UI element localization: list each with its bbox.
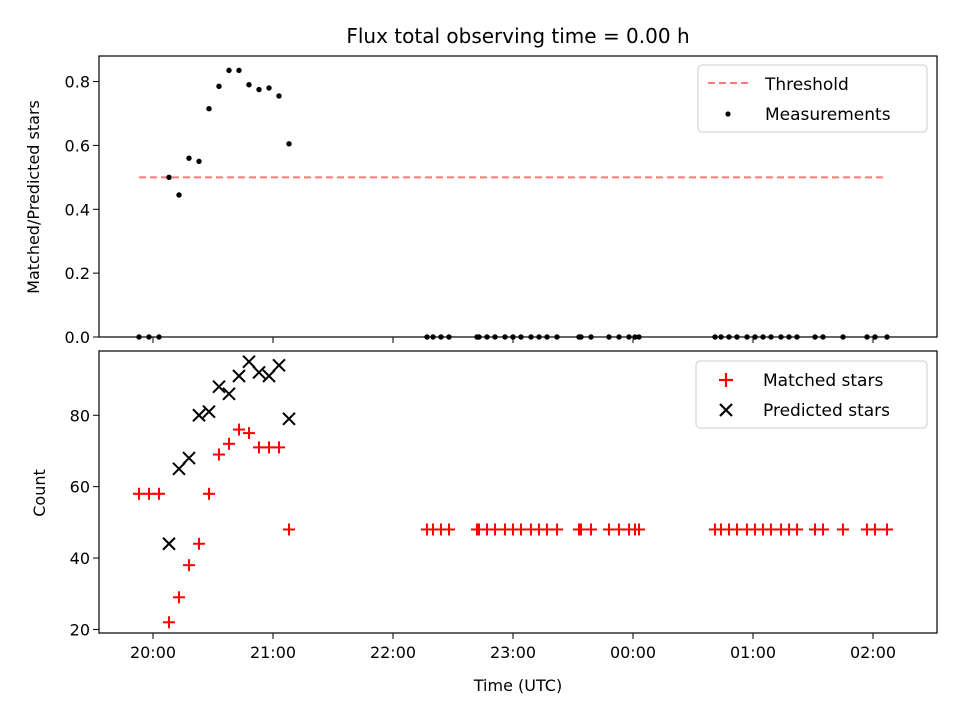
x-tick-label: 20:00 <box>130 643 176 662</box>
matched-legend-label: Matched stars <box>763 371 883 391</box>
predicted-stars-point <box>252 365 266 380</box>
ratio-panel: 0.00.20.40.60.8 Matched/Predicted stars … <box>24 55 938 347</box>
ratio-y-ticks: 0.0 0.2 0.4 0.6 0.8 <box>65 73 99 347</box>
count-marks <box>133 355 893 629</box>
count-legend-box <box>695 360 928 429</box>
x-tick-label: 21:00 <box>250 643 296 662</box>
count-y-tick-label: 80 <box>70 406 90 425</box>
matched-stars-point <box>273 441 285 454</box>
matched-stars-point <box>173 591 185 604</box>
count-y-tick-label: 20 <box>70 620 90 639</box>
count-axes-frame <box>98 350 938 634</box>
matched-stars-point <box>153 487 165 500</box>
measurements-legend-swatch <box>725 111 731 117</box>
ratio-y-tick-label: 0.2 <box>65 264 90 283</box>
matched-stars-point <box>443 523 455 536</box>
count-panel: 20 40 60 80 20:00 21:00 22:00 23:00 00:00 01:00 0… <box>30 350 938 695</box>
measurement-point <box>176 192 182 198</box>
predicted-stars-point <box>182 451 196 465</box>
count-y-axis-label: Count <box>30 469 49 517</box>
matched-stars-point <box>791 523 803 536</box>
predicted-stars-point <box>282 412 296 426</box>
matched-stars-point <box>585 523 597 536</box>
measurement-point <box>276 93 282 99</box>
x-tick-label: 00:00 <box>610 643 656 662</box>
x-tick-label: 01:00 <box>730 643 776 662</box>
measurement-point <box>216 83 222 90</box>
predicted-stars-point <box>262 369 276 383</box>
matched-stars-point <box>183 559 195 572</box>
predicted-stars-point <box>272 358 286 372</box>
matched-stars-point <box>551 523 563 536</box>
predicted-legend-swatch <box>719 403 733 417</box>
measurement-point <box>226 67 232 74</box>
ratio-x-ticks <box>152 337 874 343</box>
ratio-axes-frame <box>98 55 938 338</box>
ratio-y-axis-label: Matched/Predicted stars <box>24 100 43 294</box>
ratio-y-tick-label: 0.0 <box>65 328 90 347</box>
measurement-point <box>196 158 202 165</box>
measurement-point <box>246 82 252 88</box>
matched-stars-point <box>283 523 295 536</box>
matched-stars-point <box>193 537 205 550</box>
ratio-y-tick-label: 0.4 <box>65 200 90 219</box>
predicted-legend-label: Predicted stars <box>763 401 890 421</box>
count-y-ticks: 20 40 60 80 <box>70 406 99 639</box>
ratio-legend: Threshold Measurements <box>697 64 928 133</box>
x-tick-label: 23:00 <box>490 643 536 662</box>
count-y-tick-label: 60 <box>70 478 90 497</box>
predicted-stars-point <box>162 537 176 551</box>
matched-stars-point <box>881 523 893 536</box>
ratio-y-tick-label: 0.8 <box>65 73 90 92</box>
matched-stars-point <box>837 523 849 536</box>
matched-stars-point <box>869 523 881 536</box>
predicted-stars-point <box>212 379 226 394</box>
measurement-point <box>256 86 262 93</box>
measurement-point <box>286 141 292 147</box>
predicted-stars-point <box>172 462 186 476</box>
matched-stars-point <box>223 437 235 450</box>
matched-stars-point <box>243 427 255 440</box>
predicted-stars-point <box>192 408 206 422</box>
x-tick-label: 22:00 <box>370 643 416 662</box>
count-legend: Matched stars Predicted stars <box>695 360 928 429</box>
measurement-point <box>266 85 272 91</box>
measurements-legend-label: Measurements <box>765 105 891 125</box>
matched-stars-point <box>817 523 829 536</box>
chart-title: Flux total observing time = 0.00 h <box>346 24 689 48</box>
ratio-legend-box <box>697 64 928 133</box>
predicted-stars-point <box>222 387 236 401</box>
matched-stars-point <box>633 523 645 536</box>
count-x-ticks: 20:00 21:00 22:00 23:00 00:00 01:00 02:00 <box>130 633 896 662</box>
matched-stars-point <box>203 487 215 500</box>
measurement-point <box>206 105 212 112</box>
x-tick-label: 02:00 <box>850 643 896 662</box>
predicted-stars-point <box>232 369 246 383</box>
matched-stars-point <box>213 448 225 461</box>
measurement-point <box>236 67 242 74</box>
threshold-legend-label: Threshold <box>764 75 849 95</box>
matched-stars-point <box>163 616 175 629</box>
measurement-point <box>186 155 192 161</box>
matched-legend-swatch <box>719 373 733 387</box>
count-y-tick-label: 40 <box>70 549 90 568</box>
x-axis-label: Time (UTC) <box>473 676 562 695</box>
predicted-stars-point <box>242 355 256 369</box>
predicted-stars-point <box>202 404 216 419</box>
ratio-y-tick-label: 0.6 <box>65 136 90 155</box>
matched-stars-point <box>233 423 245 436</box>
measurement-point <box>166 174 172 181</box>
